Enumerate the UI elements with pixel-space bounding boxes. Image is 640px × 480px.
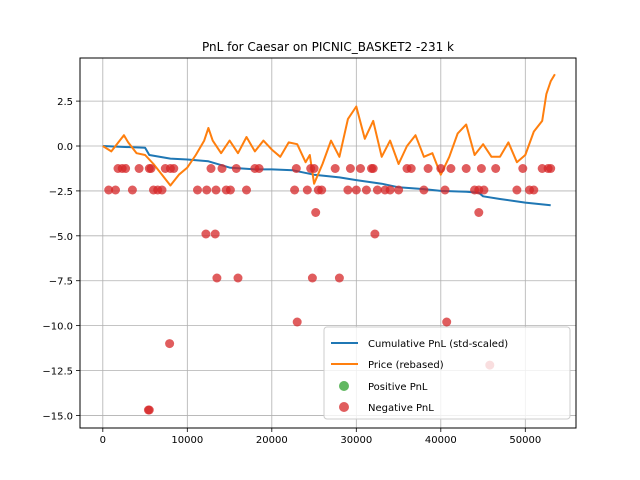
scatter-point-negative-pnl <box>436 164 446 173</box>
legend-label-cumulative-pnl: Cumulative PnL (std-scaled) <box>368 339 508 350</box>
scatter-point-negative-pnl <box>356 164 365 173</box>
x-tick-label: 30000 <box>340 435 372 446</box>
legend: Cumulative PnL (std-scaled) Price (rebas… <box>323 326 571 420</box>
scatter-point-negative-pnl <box>317 185 327 195</box>
x-tick-label: 0 <box>100 435 106 446</box>
scatter-point-negative-pnl <box>134 164 144 173</box>
scatter-point-negative-pnl <box>385 185 395 195</box>
scatter-point-negative-pnl <box>111 185 120 195</box>
scatter-point-negative-pnl <box>201 229 211 239</box>
scatter-point-negative-pnl <box>370 229 380 239</box>
scatter-point-negative-pnl <box>144 405 154 415</box>
scatter-point-negative-pnl <box>113 164 123 173</box>
y-tick-label: −15.0 <box>42 411 73 422</box>
x-tick-label: 10000 <box>171 435 203 446</box>
legend-label-positive-pnl: Positive PnL <box>368 382 428 393</box>
scatter-point-negative-pnl <box>406 164 416 173</box>
x-tick-label: 50000 <box>509 435 541 446</box>
scatter-point-negative-pnl <box>446 164 456 173</box>
y-tick-label: −5.0 <box>49 232 73 243</box>
scatter-point-negative-pnl <box>254 164 264 173</box>
scatter-point-negative-pnl <box>104 185 114 195</box>
scatter-point-negative-pnl <box>127 185 137 195</box>
scatter-point-negative-pnl <box>309 164 319 173</box>
y-tick-label: −2.5 <box>49 187 73 198</box>
scatter-point-negative-pnl <box>368 164 378 173</box>
scatter-point-negative-pnl <box>491 164 501 173</box>
scatter-point-negative-pnl <box>330 164 340 173</box>
scatter-point-negative-pnl <box>394 185 404 195</box>
x-tick-label: 40000 <box>425 435 457 446</box>
y-axis: 2.5 0.0 −2.5 −5.0 −7.5 −10.0 −12.5 −15.0 <box>42 97 80 422</box>
series-line-price-rebased <box>102 73 556 187</box>
y-tick-label: 2.5 <box>57 97 73 108</box>
scatter-point-negative-pnl <box>202 185 212 195</box>
scatter-point-negative-pnl <box>461 164 471 173</box>
scatter-point-negative-pnl <box>210 229 220 239</box>
scatter-point-negative-pnl <box>211 185 221 195</box>
y-tick-label: −12.5 <box>42 367 73 378</box>
scatter-point-negative-pnl <box>291 164 301 173</box>
scatter-point-negative-pnl <box>292 317 302 327</box>
scatter-point-negative-pnl <box>233 273 243 283</box>
scatter-point-negative-pnl <box>351 185 361 195</box>
scatter-point-negative-pnl <box>343 185 353 195</box>
scatter-point-negative-pnl <box>165 339 175 349</box>
axes-frame <box>79 57 577 429</box>
scatter-point-negative-pnl <box>512 185 522 195</box>
scatter-point-negative-pnl <box>442 317 452 327</box>
scatter-point-negative-pnl <box>290 185 300 195</box>
scatter-point-negative-pnl <box>476 164 486 173</box>
legend-box <box>323 326 571 420</box>
scatter-point-negative-pnl <box>518 164 528 173</box>
legend-label-negative-pnl: Negative PnL <box>368 403 434 414</box>
scatter-point-negative-pnl <box>206 164 216 173</box>
scatter-point-negative-pnl <box>372 185 382 195</box>
scatter-point-negative-pnl <box>146 164 156 173</box>
scatter-point-negative-pnl <box>529 185 539 195</box>
scatter-point-negative-pnl <box>217 164 227 173</box>
scatter-point-negative-pnl <box>345 164 355 173</box>
scatter-point-negative-pnl <box>121 164 131 173</box>
scatter-point-negative-pnl <box>479 185 489 195</box>
scatter-point-negative-pnl <box>361 185 371 195</box>
legend-swatch-positive-pnl <box>339 381 349 391</box>
scatter-point-negative-pnl <box>307 273 317 283</box>
y-tick-label: −10.0 <box>42 322 73 333</box>
scatter-point-negative-pnl <box>231 164 241 173</box>
scatter-point-negative-pnl <box>311 208 321 217</box>
legend-swatch-negative-pnl <box>339 402 349 412</box>
scatter-point-negative-pnl <box>474 208 484 217</box>
scatter-point-negative-pnl <box>242 185 251 195</box>
scatter-point-negative-pnl <box>169 164 179 173</box>
scatter-point-negative-pnl <box>334 273 344 283</box>
scatter-point-negative-pnl <box>302 185 312 195</box>
scatter-point-negative-pnl <box>419 185 429 195</box>
x-axis: 0 10000 20000 30000 40000 50000 <box>100 428 541 446</box>
scatter-point-negative-pnl <box>440 185 450 195</box>
scatter-point-negative-pnl <box>157 185 167 195</box>
x-tick-label: 20000 <box>256 435 288 446</box>
scatter-point-negative-pnl <box>212 273 222 283</box>
scatter-point-negative-pnl <box>193 185 202 195</box>
y-tick-label: 0.0 <box>57 142 73 153</box>
scatter-point-negative-pnl <box>546 164 556 173</box>
scatter-point-negative-pnl <box>225 185 235 195</box>
y-tick-label: −7.5 <box>49 277 73 288</box>
legend-label-price: Price (rebased) <box>368 360 444 371</box>
chart-title: PnL for Caesar on PICNIC_BASKET2 -231 k <box>202 40 454 54</box>
scatter-point-negative-pnl <box>423 164 433 173</box>
